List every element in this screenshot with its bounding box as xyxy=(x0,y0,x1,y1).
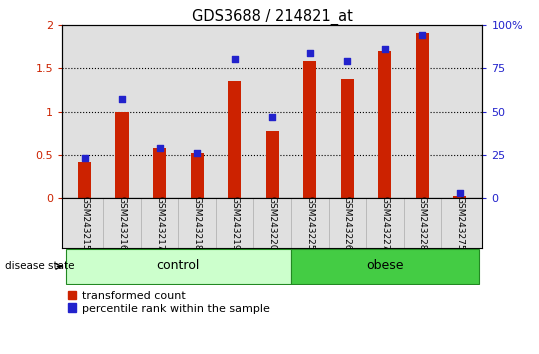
Point xyxy=(418,32,427,38)
Bar xyxy=(341,79,354,198)
Text: GSM243218: GSM243218 xyxy=(192,196,202,250)
Text: GSM243226: GSM243226 xyxy=(343,196,352,250)
Text: GSM243215: GSM243215 xyxy=(80,196,89,250)
Bar xyxy=(291,249,479,284)
Text: GSM243225: GSM243225 xyxy=(305,196,314,250)
Text: control: control xyxy=(157,259,200,272)
Bar xyxy=(378,51,391,198)
Bar xyxy=(115,112,129,198)
Text: GSM243227: GSM243227 xyxy=(381,196,389,250)
Text: GSM243275: GSM243275 xyxy=(455,196,465,250)
Point xyxy=(343,58,351,64)
Point xyxy=(306,50,314,55)
Point xyxy=(268,114,277,120)
Point xyxy=(193,150,202,156)
Bar xyxy=(153,148,166,198)
Text: GSM243216: GSM243216 xyxy=(118,196,127,250)
Bar xyxy=(228,81,241,198)
Bar xyxy=(266,131,279,198)
Text: disease state: disease state xyxy=(5,261,75,272)
Bar xyxy=(303,61,316,198)
Point xyxy=(455,190,464,196)
Legend: transformed count, percentile rank within the sample: transformed count, percentile rank withi… xyxy=(67,291,270,314)
Point xyxy=(155,145,164,151)
Text: GSM243220: GSM243220 xyxy=(268,196,277,250)
Bar xyxy=(453,196,466,198)
Text: GSM243219: GSM243219 xyxy=(230,196,239,250)
Bar xyxy=(78,162,91,198)
Point xyxy=(230,57,239,62)
Bar xyxy=(191,153,204,198)
Bar xyxy=(416,33,429,198)
Bar xyxy=(66,249,291,284)
Text: obese: obese xyxy=(366,259,404,272)
Text: GSM243217: GSM243217 xyxy=(155,196,164,250)
Point xyxy=(118,97,126,102)
Point xyxy=(381,46,389,52)
Point xyxy=(80,155,89,161)
Title: GDS3688 / 214821_at: GDS3688 / 214821_at xyxy=(192,8,353,25)
Text: GSM243228: GSM243228 xyxy=(418,196,427,250)
